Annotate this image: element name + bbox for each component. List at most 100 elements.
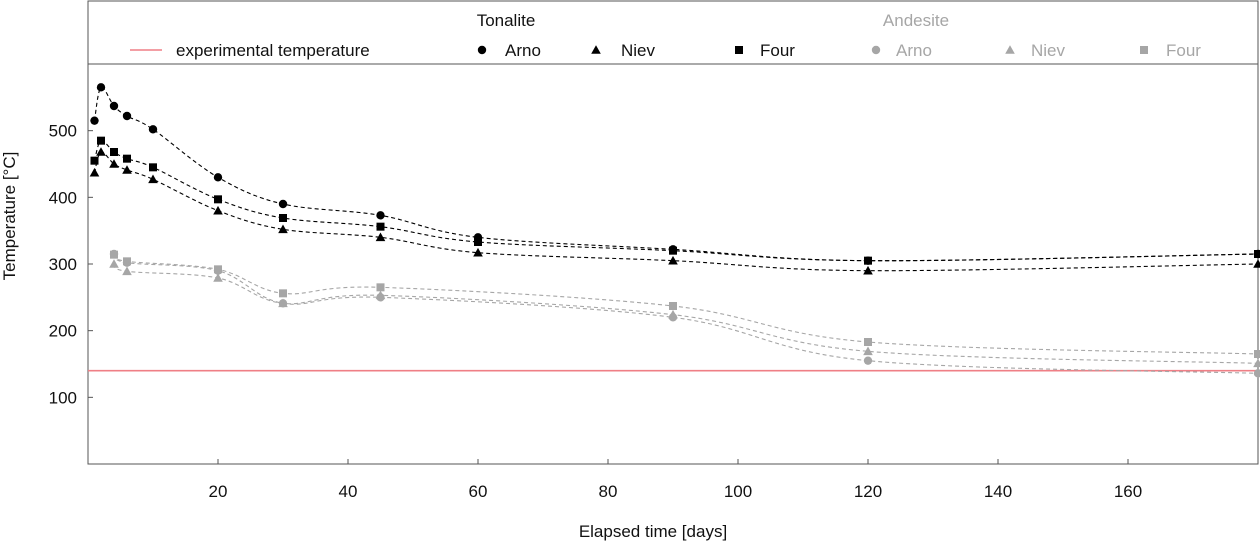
data-point xyxy=(278,199,288,209)
series-line xyxy=(113,254,1259,355)
legend-reference-line-label: experimental temperature xyxy=(176,41,370,60)
data-point xyxy=(864,256,872,265)
data-point xyxy=(213,173,223,182)
data-point xyxy=(668,255,678,265)
data-point xyxy=(148,125,158,134)
data-point xyxy=(122,266,132,276)
legend-marker xyxy=(871,45,881,55)
data-point xyxy=(279,214,287,222)
data-point xyxy=(376,222,385,231)
legend-marker xyxy=(735,46,743,54)
legend-marker xyxy=(1140,46,1148,54)
data-point xyxy=(864,338,872,346)
legend-marker xyxy=(477,45,487,55)
data-point xyxy=(123,154,131,163)
legend-label: Four xyxy=(1166,41,1201,60)
legend-group-title-tonalite: Tonalite xyxy=(477,11,536,30)
data-point xyxy=(110,250,118,259)
legend-group-title-andesite: Andesite xyxy=(883,11,949,30)
data-point xyxy=(375,290,386,300)
data-point xyxy=(213,205,223,215)
data-point xyxy=(122,165,132,174)
data-point xyxy=(1253,369,1260,378)
y-tick-label: 300 xyxy=(49,255,77,274)
series-layer xyxy=(88,83,1260,378)
x-tick-label: 40 xyxy=(339,482,358,501)
x-tick-label: 160 xyxy=(1114,482,1142,501)
data-point xyxy=(1254,250,1260,258)
series-tonalite-arno xyxy=(90,83,1260,265)
data-point xyxy=(863,356,873,365)
data-point xyxy=(109,101,119,111)
series-line xyxy=(93,86,1259,262)
x-tick-label: 140 xyxy=(984,482,1012,501)
y-tick-label: 100 xyxy=(49,388,77,407)
y-tick-label: 200 xyxy=(49,322,77,341)
data-point xyxy=(96,83,106,92)
data-point xyxy=(278,298,288,308)
data-point xyxy=(669,246,677,255)
series-tonalite-four xyxy=(90,136,1260,265)
series-andesite-arno xyxy=(109,249,1260,378)
legend-marker-circle-icon xyxy=(477,45,487,55)
legend-marker-square-icon xyxy=(1140,46,1148,54)
legend-label: Niev xyxy=(621,41,656,60)
data-point xyxy=(863,265,873,275)
x-tick-label: 20 xyxy=(209,482,228,501)
data-point xyxy=(149,163,157,172)
y-tick-label: 400 xyxy=(49,188,77,207)
legend-marker-triangle-icon xyxy=(1005,45,1015,54)
data-point xyxy=(473,247,483,257)
legend-label: Four xyxy=(760,41,795,60)
data-point xyxy=(474,238,482,246)
data-point xyxy=(376,283,385,292)
data-point xyxy=(668,309,678,319)
data-point xyxy=(122,111,132,121)
data-point xyxy=(1253,259,1260,268)
legend-entry-andesite-niev: Niev xyxy=(1005,41,1066,60)
x-tick-label: 120 xyxy=(854,482,882,501)
y-axis-title: Temperature [°C] xyxy=(0,152,19,281)
legend-marker-square-icon xyxy=(735,46,743,54)
data-point xyxy=(90,156,99,165)
legend-label: Niev xyxy=(1031,41,1066,60)
data-point xyxy=(89,167,100,177)
legend-marker-triangle-icon xyxy=(591,45,601,54)
data-point xyxy=(90,116,99,125)
data-point xyxy=(376,211,385,220)
data-point xyxy=(279,289,287,298)
series-tonalite-niev xyxy=(89,147,1260,275)
legend-label: Arno xyxy=(505,41,541,60)
data-point xyxy=(96,147,106,156)
data-point xyxy=(214,195,222,204)
legend-marker xyxy=(1005,45,1015,54)
data-point xyxy=(863,346,873,356)
data-point xyxy=(375,232,386,242)
series-line xyxy=(113,263,1259,364)
legend-entry-tonalite-four: Four xyxy=(735,41,795,60)
axis-ticks: 20 40 60 80 100 120 140 160 100 200 300 400 500 xyxy=(49,122,1143,501)
legend-entry-tonalite-arno: Arno xyxy=(477,41,541,60)
series-andesite-four xyxy=(110,250,1260,358)
legend-entry-tonalite-niev: Niev xyxy=(591,41,656,60)
data-point xyxy=(213,273,223,282)
data-point xyxy=(148,174,158,184)
data-point xyxy=(110,148,118,156)
data-point xyxy=(97,136,105,145)
legend-entry-andesite-four: Four xyxy=(1140,41,1201,60)
x-tick-label: 100 xyxy=(724,482,752,501)
x-axis-title: Elapsed time [days] xyxy=(579,522,727,541)
data-point xyxy=(1254,350,1260,358)
data-point xyxy=(669,302,677,310)
legend-marker-circle-icon xyxy=(871,45,881,55)
legend-box xyxy=(87,0,1259,65)
series-andesite-niev xyxy=(109,259,1260,368)
legend-entry-andesite-arno: Arno xyxy=(871,41,932,60)
legend-label: Arno xyxy=(896,41,932,60)
legend-marker xyxy=(591,45,601,54)
data-point xyxy=(109,159,119,168)
data-point xyxy=(278,224,288,234)
x-tick-label: 80 xyxy=(599,482,618,501)
x-tick-label: 60 xyxy=(469,482,488,501)
